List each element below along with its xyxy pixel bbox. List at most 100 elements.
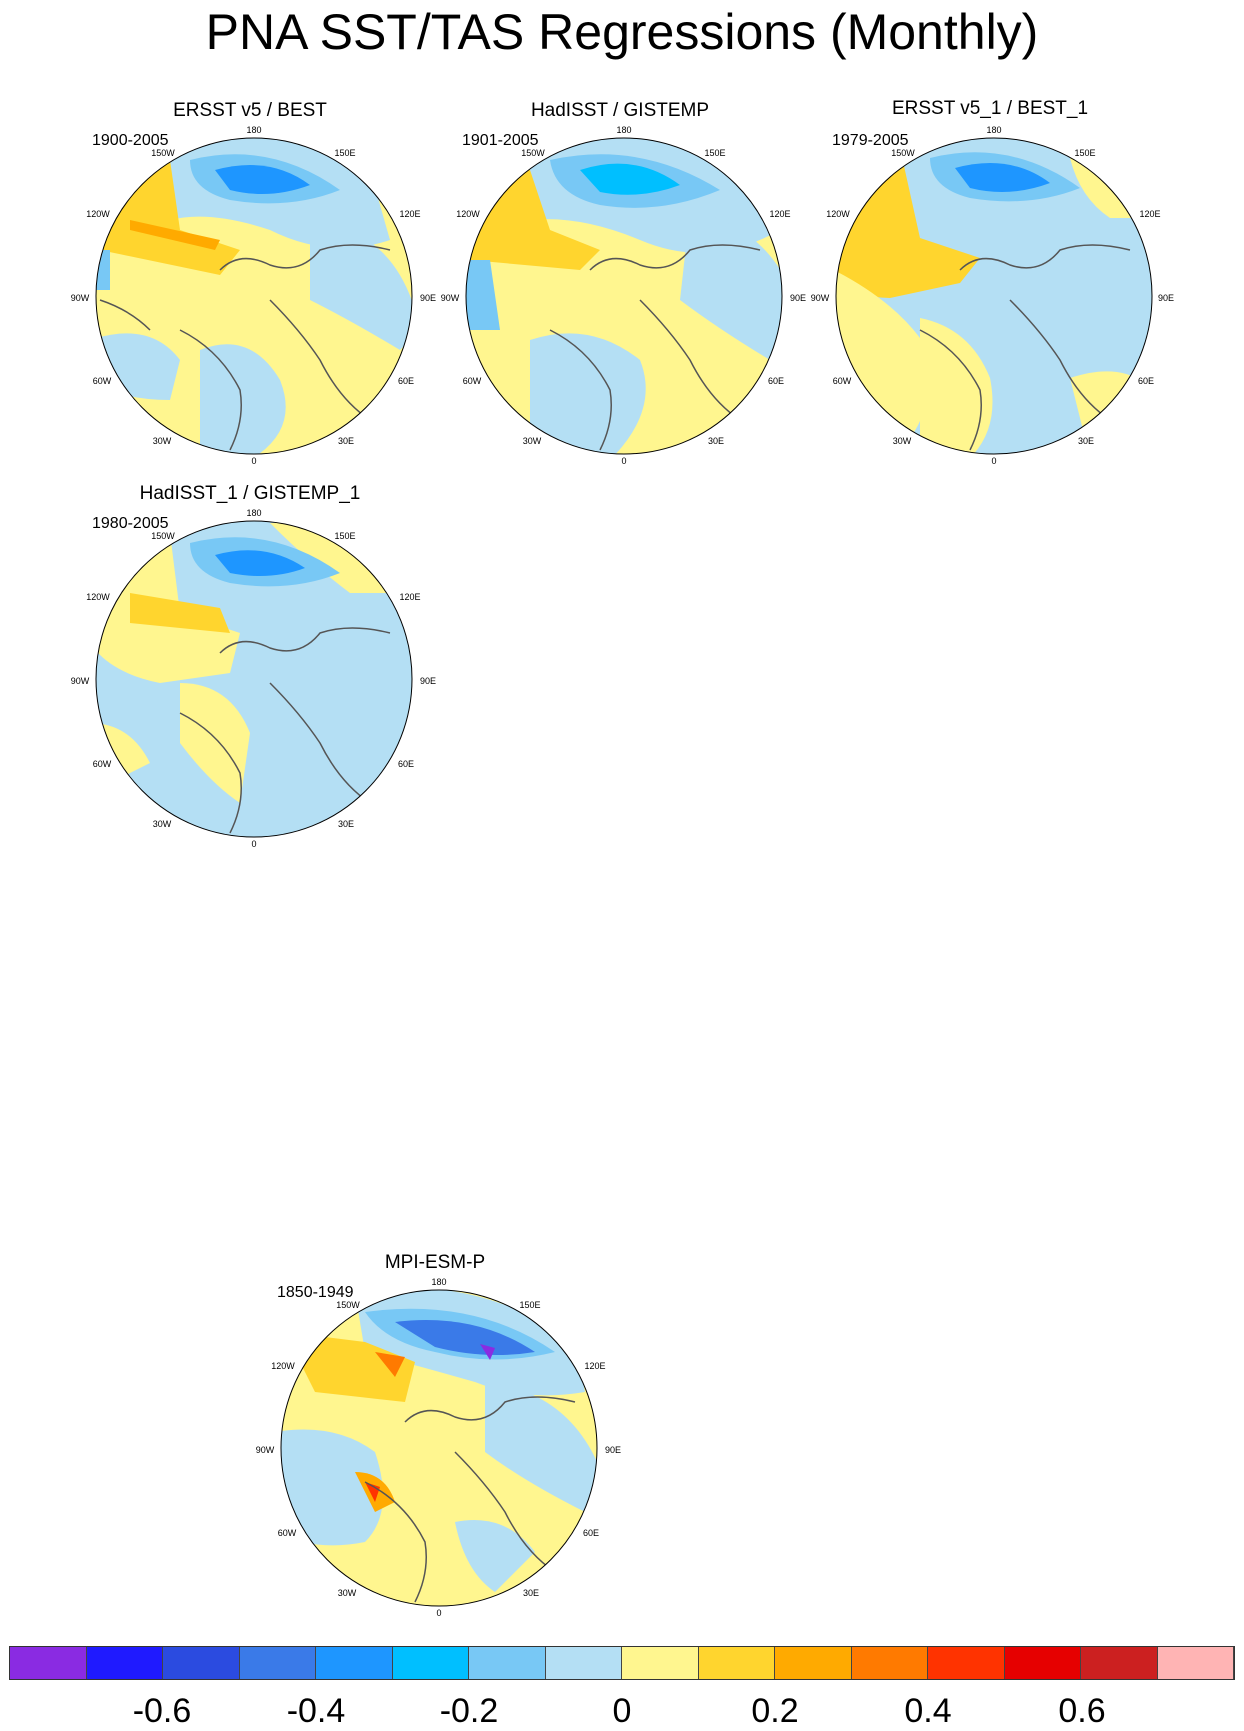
lon-label: 30E <box>337 436 355 446</box>
lon-label: 180 <box>246 508 262 518</box>
colorbar-swatch <box>163 1647 240 1679</box>
lon-label: 150E <box>334 148 356 158</box>
lon-label: 120W <box>86 209 110 219</box>
colorbar-swatch <box>239 1647 316 1679</box>
lon-label: 120E <box>399 592 421 602</box>
lon-label: 180 <box>616 125 632 135</box>
lon-label: 60E <box>1137 376 1155 386</box>
colorbar <box>9 1646 1235 1680</box>
colorbar-tick-label: 0 <box>612 1692 632 1730</box>
colorbar-swatch <box>1004 1647 1081 1679</box>
lon-label: 60W <box>92 376 112 386</box>
colorbar-swatch <box>316 1647 393 1679</box>
lon-label: 90E <box>419 676 437 686</box>
colorbar-swatch <box>698 1647 775 1679</box>
lon-label: 60E <box>397 376 415 386</box>
lon-label: 90E <box>419 293 437 303</box>
lon-label: 150W <box>151 148 175 158</box>
map-panel-5: MPI-ESM-P 1850-1949 180 150E 120E 90E 60… <box>255 1252 621 1618</box>
colorbar-swatch <box>1157 1647 1234 1679</box>
colorbar-tick-label: -0.4 <box>286 1692 346 1730</box>
polar-map <box>835 137 1153 455</box>
panel-period: 1901-2005 <box>462 132 539 149</box>
polar-map <box>465 137 783 455</box>
lon-label: 120W <box>826 209 850 219</box>
map-panel-2: HadISST / GISTEMP 1901-2005 180 150E 120… <box>440 100 806 466</box>
lon-label: 0 <box>991 456 997 466</box>
panel-period: 1850-1949 <box>277 1284 354 1301</box>
lon-label: 0 <box>621 456 627 466</box>
lon-label: 60W <box>832 376 852 386</box>
colorbar-tick-label: 0.6 <box>1058 1692 1106 1730</box>
lon-label: 90W <box>440 293 460 303</box>
lon-label: 120E <box>584 1361 606 1371</box>
lon-label: 60W <box>92 759 112 769</box>
lon-label: 120E <box>399 209 421 219</box>
colorbar-swatch <box>928 1647 1005 1679</box>
colorbar-swatch <box>545 1647 622 1679</box>
lon-label: 30W <box>892 436 912 446</box>
lon-label: 60W <box>462 376 482 386</box>
lon-label: 90E <box>789 293 807 303</box>
lon-label: 30W <box>337 1588 357 1598</box>
panel-period: 1900-2005 <box>92 132 169 149</box>
colorbar-swatch <box>622 1647 699 1679</box>
polar-map <box>95 137 413 455</box>
colorbar-swatch <box>775 1647 852 1679</box>
lon-label: 150W <box>521 148 545 158</box>
lon-label: 120E <box>769 209 791 219</box>
polar-map <box>95 520 413 838</box>
lon-label: 150E <box>1074 148 1096 158</box>
lon-label: 30E <box>707 436 725 446</box>
panel-period: 1979-2005 <box>832 132 909 149</box>
lon-label: 90E <box>1157 293 1175 303</box>
lon-label: 60W <box>277 1528 297 1538</box>
panel-title: ERSST v5 / BEST <box>173 100 327 121</box>
lon-label: 0 <box>436 1608 442 1618</box>
map-panel-3: ERSST v5_1 / BEST_1 1979-2005 180 150E 1… <box>810 98 1174 466</box>
colorbar-swatch <box>1081 1647 1158 1679</box>
lon-label: 150W <box>336 1300 360 1310</box>
panel-title: MPI-ESM-P <box>384 1252 486 1273</box>
lon-label: 30W <box>152 819 172 829</box>
lon-label: 30E <box>1077 436 1095 446</box>
colorbar-swatch <box>392 1647 469 1679</box>
lon-label: 150E <box>519 1300 541 1310</box>
panel-period: 1980-2005 <box>92 515 169 532</box>
lon-label: 30W <box>522 436 542 446</box>
lon-label: 120W <box>271 1361 295 1371</box>
lon-label: 180 <box>431 1277 447 1287</box>
panel-title: HadISST_1 / GISTEMP_1 <box>139 483 361 504</box>
lon-label: 0 <box>251 839 257 849</box>
lon-label: 30W <box>152 436 172 446</box>
lon-label: 180 <box>246 125 262 135</box>
colorbar-tick-label: -0.6 <box>132 1692 192 1730</box>
map-panel-1: ERSST v5 / BEST 1900-2005 180 150E 120E … <box>70 100 436 466</box>
lon-label: 0 <box>251 456 257 466</box>
lon-label: 120W <box>86 592 110 602</box>
lon-label: 180 <box>986 125 1002 135</box>
lon-label: 90W <box>255 1445 275 1455</box>
page-title: PNA SST/TAS Regressions (Monthly) <box>205 4 1039 60</box>
lon-label: 150W <box>891 148 915 158</box>
colorbar-tick-label: 0.2 <box>751 1692 799 1730</box>
colorbar-swatch <box>10 1647 87 1679</box>
lon-label: 60E <box>767 376 785 386</box>
lon-label: 150E <box>334 531 356 541</box>
colorbar-swatch <box>851 1647 928 1679</box>
lon-label: 120E <box>1139 209 1161 219</box>
colorbar-tick-label: -0.2 <box>439 1692 499 1730</box>
colorbar-swatch <box>86 1647 163 1679</box>
polar-map <box>280 1289 598 1607</box>
lon-label: 150E <box>704 148 726 158</box>
lon-label: 90W <box>70 293 90 303</box>
lon-label: 90E <box>604 1445 622 1455</box>
lon-label: 150W <box>151 531 175 541</box>
lon-label: 120W <box>456 209 480 219</box>
lon-label: 90W <box>810 293 830 303</box>
colorbar-swatch <box>469 1647 546 1679</box>
lon-label: 60E <box>397 759 415 769</box>
lon-label: 30E <box>522 1588 540 1598</box>
lon-label: 30E <box>337 819 355 829</box>
panel-title: HadISST / GISTEMP <box>530 100 710 121</box>
